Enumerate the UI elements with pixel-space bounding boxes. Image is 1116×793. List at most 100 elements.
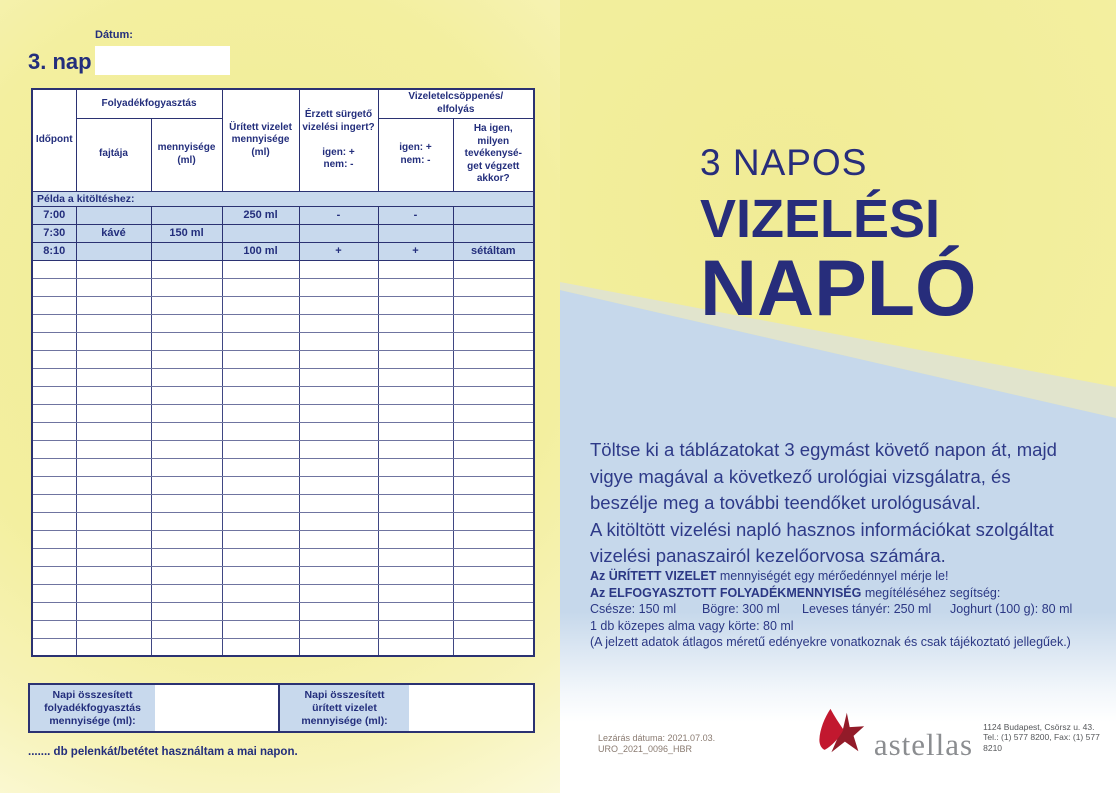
diary-cell[interactable] [377,367,454,387]
diary-cell[interactable] [221,457,300,477]
diary-cell[interactable] [31,565,77,585]
diary-cell[interactable] [298,277,379,297]
diary-cell[interactable] [31,313,77,333]
diary-cell[interactable] [150,601,223,621]
diary-cell[interactable] [452,619,535,639]
diary-cell[interactable] [150,367,223,387]
diary-cell[interactable] [377,439,454,459]
urine-total-input[interactable] [409,685,533,731]
diary-cell[interactable] [452,457,535,477]
diary-cell[interactable] [31,385,77,405]
fluid-total-input[interactable] [155,685,279,731]
diary-cell[interactable] [221,547,300,567]
diary-cell[interactable] [221,385,300,405]
diary-cell[interactable] [298,565,379,585]
diary-cell[interactable] [377,493,454,513]
diary-cell[interactable] [150,565,223,585]
diary-cell[interactable] [377,511,454,531]
diary-cell[interactable] [452,529,535,549]
diary-cell[interactable] [452,277,535,297]
diary-cell[interactable] [377,457,454,477]
diary-cell[interactable] [452,313,535,333]
diary-cell[interactable] [452,295,535,315]
diary-cell[interactable] [150,511,223,531]
diary-cell[interactable] [75,349,152,369]
diary-cell[interactable] [377,349,454,369]
diary-cell[interactable] [31,601,77,621]
diary-cell[interactable] [452,511,535,531]
diary-cell[interactable] [75,511,152,531]
diary-cell[interactable] [298,601,379,621]
diary-cell[interactable] [377,277,454,297]
diary-cell[interactable] [452,547,535,567]
diary-cell[interactable] [377,403,454,423]
diary-cell[interactable] [377,313,454,333]
diary-cell[interactable] [150,493,223,513]
diary-cell[interactable] [221,637,300,657]
diary-cell[interactable] [150,457,223,477]
diary-cell[interactable] [298,475,379,495]
diary-cell[interactable] [150,583,223,603]
diary-cell[interactable] [31,259,77,279]
diary-cell[interactable] [31,295,77,315]
diary-cell[interactable] [377,547,454,567]
diary-cell[interactable] [452,331,535,351]
diary-cell[interactable] [221,403,300,423]
diary-cell[interactable] [221,583,300,603]
diary-cell[interactable] [75,421,152,441]
diary-cell[interactable] [150,295,223,315]
diary-cell[interactable] [377,385,454,405]
diary-cell[interactable] [221,493,300,513]
diary-cell[interactable] [31,439,77,459]
diary-cell[interactable] [221,475,300,495]
diary-cell[interactable] [221,295,300,315]
diary-cell[interactable] [75,331,152,351]
diary-cell[interactable] [221,367,300,387]
diary-cell[interactable] [298,493,379,513]
diary-cell[interactable] [298,547,379,567]
diary-cell[interactable] [150,349,223,369]
diary-cell[interactable] [221,511,300,531]
diary-cell[interactable] [75,565,152,585]
diary-cell[interactable] [298,313,379,333]
diary-cell[interactable] [298,583,379,603]
diary-cell[interactable] [377,601,454,621]
diary-cell[interactable] [452,565,535,585]
diary-cell[interactable] [75,259,152,279]
diary-cell[interactable] [377,529,454,549]
diary-cell[interactable] [377,475,454,495]
diary-cell[interactable] [377,637,454,657]
diary-cell[interactable] [31,349,77,369]
diary-cell[interactable] [298,439,379,459]
diary-cell[interactable] [452,583,535,603]
diary-cell[interactable] [452,385,535,405]
diary-cell[interactable] [452,493,535,513]
diary-cell[interactable] [377,583,454,603]
diary-cell[interactable] [150,331,223,351]
diary-cell[interactable] [31,277,77,297]
diary-cell[interactable] [377,421,454,441]
diary-cell[interactable] [298,403,379,423]
diary-cell[interactable] [221,439,300,459]
diary-cell[interactable] [298,259,379,279]
diary-cell[interactable] [31,511,77,531]
diary-cell[interactable] [298,349,379,369]
diary-cell[interactable] [452,349,535,369]
diary-cell[interactable] [298,619,379,639]
diary-cell[interactable] [452,259,535,279]
diary-cell[interactable] [150,421,223,441]
diary-cell[interactable] [150,529,223,549]
diary-cell[interactable] [221,259,300,279]
diary-cell[interactable] [452,403,535,423]
diary-cell[interactable] [75,529,152,549]
diary-cell[interactable] [298,367,379,387]
diary-cell[interactable] [150,277,223,297]
diary-cell[interactable] [75,277,152,297]
diary-cell[interactable] [31,637,77,657]
diary-cell[interactable] [150,385,223,405]
diary-cell[interactable] [75,439,152,459]
diary-cell[interactable] [75,601,152,621]
diary-cell[interactable] [298,457,379,477]
diary-cell[interactable] [75,475,152,495]
diary-cell[interactable] [377,331,454,351]
